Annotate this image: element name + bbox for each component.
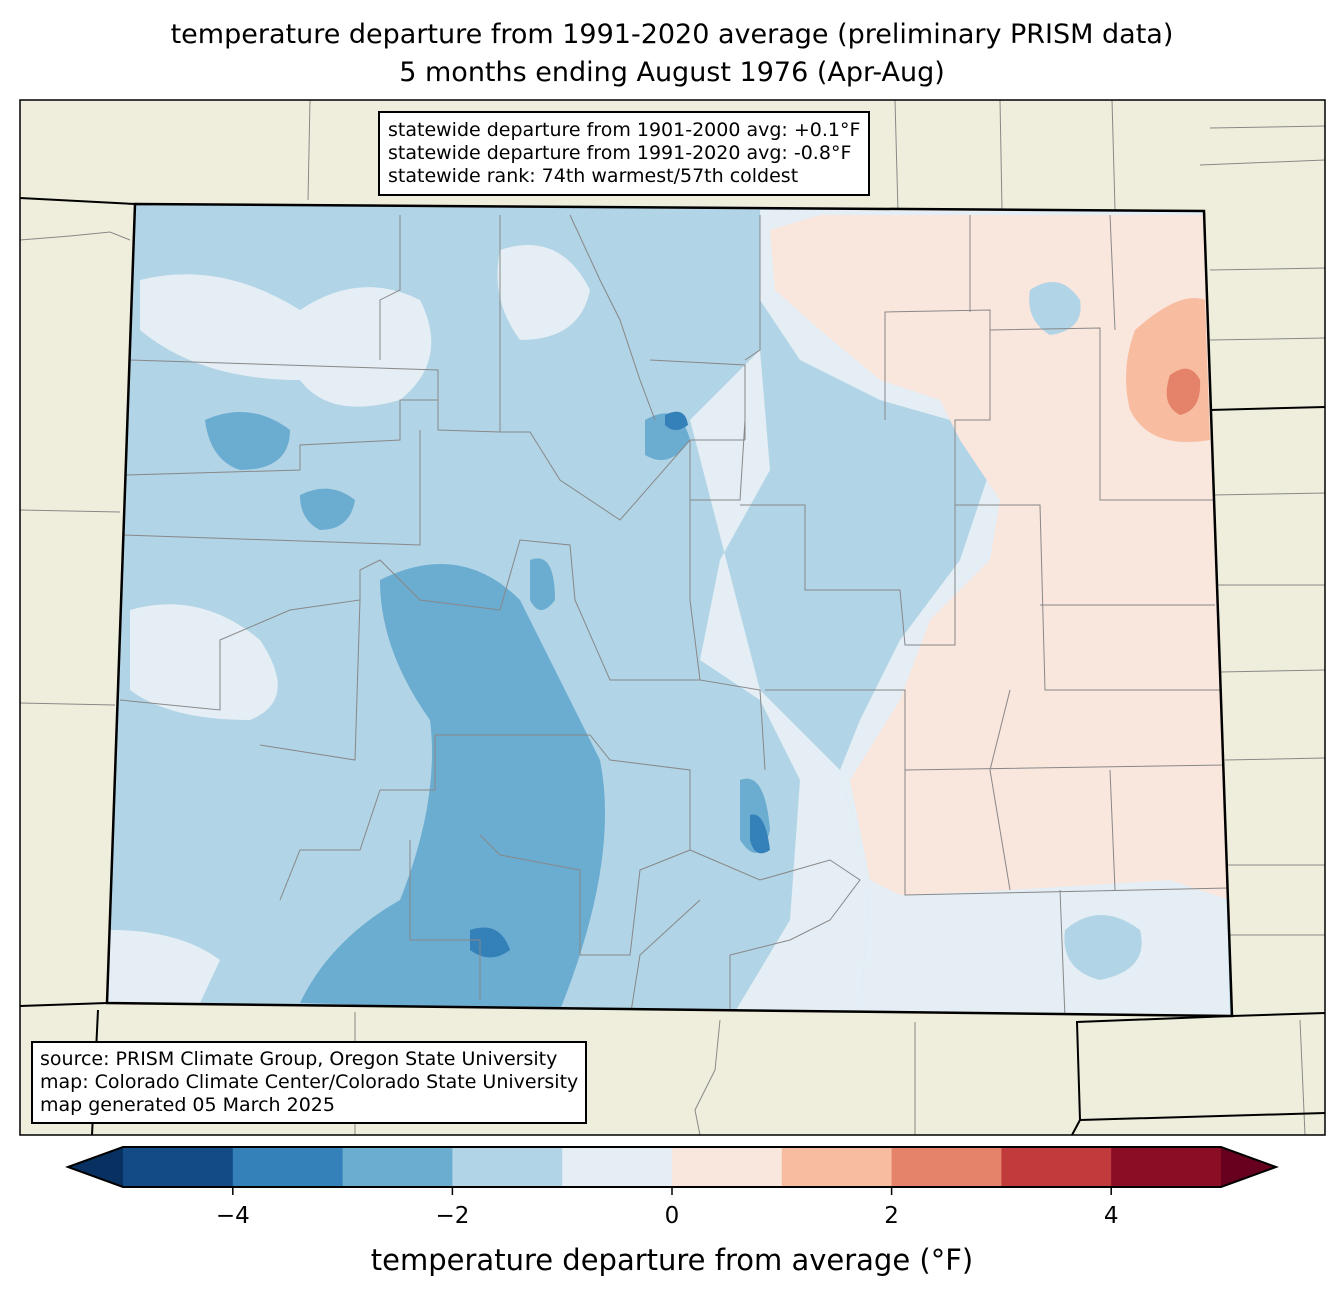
region-cool-patches <box>205 412 770 853</box>
county-lines <box>119 214 1231 1016</box>
colorbar-bin <box>672 1147 783 1187</box>
colorbar-bin <box>1001 1147 1112 1187</box>
colorbar-bin <box>452 1147 563 1187</box>
map-subtitle: 5 months ending August 1976 (Apr-Aug) <box>399 57 945 88</box>
colorbar-tick-label: 0 <box>665 1203 680 1229</box>
source-map: map: Colorado Climate Center/Colorado St… <box>40 1071 579 1093</box>
stat-rank: statewide rank: 74th warmest/57th coldes… <box>388 165 799 187</box>
region-warm <box>770 215 1230 900</box>
colorbar-bin <box>781 1147 893 1187</box>
colorbar-label: temperature departure from average (°F) <box>370 1243 974 1277</box>
colorbar-bin <box>342 1147 453 1187</box>
colorbar-tick-label: −4 <box>216 1203 250 1229</box>
region-cool <box>300 564 605 1010</box>
colorado-border <box>105 202 1234 1018</box>
region-nw-near-average <box>140 274 432 407</box>
colorbar-tick-label: 4 <box>1104 1203 1119 1229</box>
colorbar-tick-label: 2 <box>884 1203 899 1229</box>
colorbar-outline <box>65 1146 1279 1188</box>
colorbar-tick-label: −2 <box>435 1203 469 1229</box>
statewide-stats-box: statewide departure from 1901-2000 avg: … <box>378 111 871 196</box>
colorbar-bin <box>562 1147 673 1187</box>
colorbar: −4 −2 0 2 4 <box>65 1146 1279 1229</box>
source-prism: source: PRISM Climate Group, Oregon Stat… <box>40 1048 558 1070</box>
colorbar-bin <box>891 1147 1002 1187</box>
source-box: source: PRISM Climate Group, Oregon Stat… <box>31 1041 588 1124</box>
colorbar-bin <box>1111 1147 1222 1187</box>
source-generated: map generated 05 March 2025 <box>40 1094 335 1116</box>
colorbar-bin <box>232 1147 344 1187</box>
map-title: temperature departure from 1991-2020 ave… <box>170 19 1174 50</box>
temperature-departure-map <box>19 99 1326 1136</box>
stat-departure-1991-2020: statewide departure from 1991-2020 avg: … <box>388 142 852 164</box>
map-frame <box>19 99 1326 1136</box>
stat-departure-1901-2000: statewide departure from 1901-2000 avg: … <box>388 119 861 141</box>
colorbar-under-arrow <box>68 1147 123 1187</box>
region-near-average-2 <box>690 350 870 1016</box>
region-near-average-west <box>107 245 590 1003</box>
colorbar-bin <box>123 1147 234 1187</box>
region-warmest <box>1166 368 1201 415</box>
colorbar-over-arrow <box>1221 1147 1276 1187</box>
